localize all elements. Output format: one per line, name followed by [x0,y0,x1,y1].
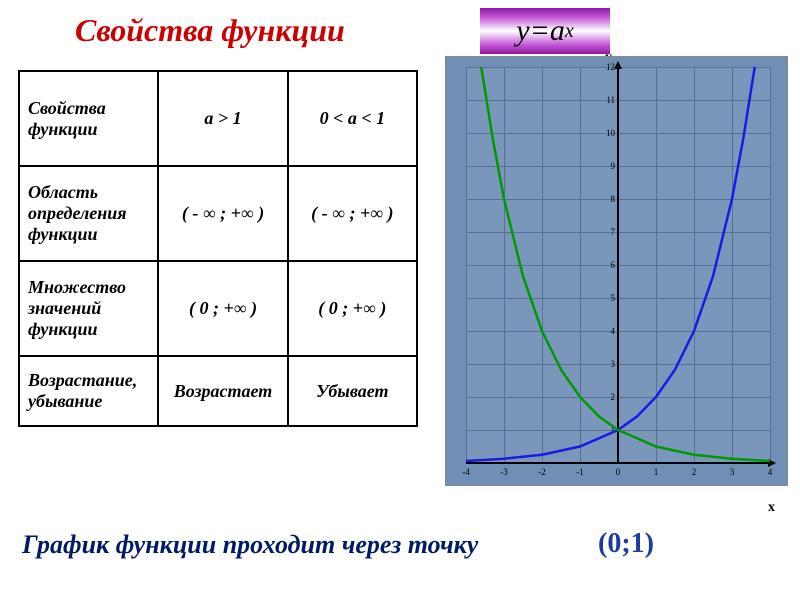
x-tick-label: -2 [538,467,546,477]
x-tick-label: 0 [616,467,621,477]
x-tick-label: -3 [500,467,508,477]
x-tick-label: -4 [462,467,470,477]
formula-box: y = a x [480,8,610,54]
footer-point: (0;1) [598,528,654,560]
cell: a > 1 [158,71,287,166]
page-title: Свойства функции [75,12,345,49]
formula-base: a [550,14,565,48]
row-label: Множествозначенийфункции [19,261,158,356]
curves-layer [466,67,770,463]
formula-exp: x [565,20,574,43]
footer-text: График функции проходит через точку [22,530,478,560]
x-tick-label: 1 [654,467,659,477]
x-tick-label: 2 [692,467,697,477]
row-label: Возрастание,убывание [19,356,158,426]
table-row: Множествозначенийфункции ( 0 ; +∞ ) ( 0 … [19,261,417,356]
cell: ( - ∞ ; +∞ ) [288,166,417,261]
cell: ( 0 ; +∞ ) [158,261,287,356]
x-tick-label: 3 [730,467,735,477]
x-axis-label: x [768,500,775,516]
properties-table: Свойствафункции a > 1 0 < a < 1 Областьо… [18,70,418,427]
x-tick-label: -1 [576,467,584,477]
chart-plot-area: -4-3-2-101234123456789101112 [466,67,770,463]
curve-growing [466,67,755,461]
x-tick-label: 4 [768,467,773,477]
curve-decaying [481,67,770,461]
row-label: Областьопределенияфункции [19,166,158,261]
cell: ( 0 ; +∞ ) [288,261,417,356]
cell: Убывает [288,356,417,426]
cell: Возрастает [158,356,287,426]
table-row: Свойствафункции a > 1 0 < a < 1 [19,71,417,166]
row-label: Свойствафункции [19,71,158,166]
table-row: Областьопределенияфункции ( - ∞ ; +∞ ) (… [19,166,417,261]
cell: ( - ∞ ; +∞ ) [158,166,287,261]
cell: 0 < a < 1 [288,71,417,166]
table-row: Возрастание,убывание Возрастает Убывает [19,356,417,426]
formula-lhs: y [516,14,529,48]
formula-eq: = [530,14,550,48]
gridline [770,67,771,463]
chart: -4-3-2-101234123456789101112 [445,56,788,486]
